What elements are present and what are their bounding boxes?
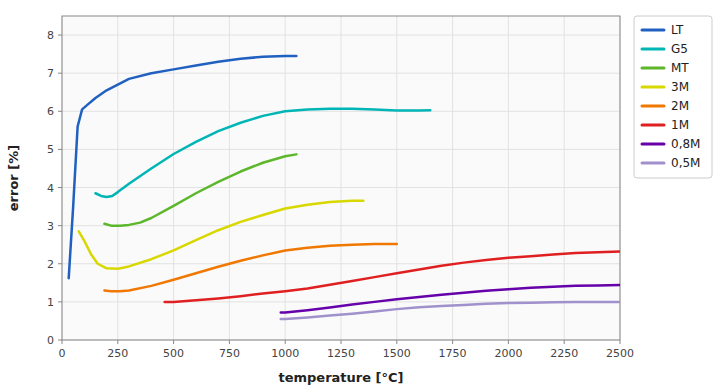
series-line bbox=[104, 244, 396, 291]
x-grid-line bbox=[452, 16, 453, 340]
x-tick-label: 0 bbox=[59, 347, 66, 360]
y-grid-line bbox=[62, 35, 620, 36]
y-grid-line bbox=[62, 187, 620, 188]
y-tick-label: 5 bbox=[47, 143, 54, 156]
series-lines bbox=[69, 56, 620, 319]
x-grid-line bbox=[396, 16, 397, 340]
legend-box bbox=[634, 16, 712, 178]
x-tick bbox=[173, 340, 174, 344]
legend-label: 3M bbox=[671, 80, 689, 94]
legend-swatch bbox=[642, 105, 664, 108]
x-grid-line bbox=[508, 16, 509, 340]
legend-swatch bbox=[642, 29, 664, 32]
y-tick bbox=[58, 35, 62, 36]
y-tick bbox=[58, 111, 62, 112]
x-tick-label: 1000 bbox=[271, 347, 299, 360]
y-tick bbox=[58, 301, 62, 302]
legend-label: 0,8M bbox=[671, 137, 700, 151]
x-tick bbox=[396, 340, 397, 344]
legend-swatch bbox=[642, 162, 664, 165]
x-tick bbox=[508, 340, 509, 344]
y-grid-line bbox=[62, 263, 620, 264]
plot-background bbox=[62, 16, 620, 340]
y-tick bbox=[58, 263, 62, 264]
legend-label: 2M bbox=[671, 99, 689, 113]
legend-swatch bbox=[642, 67, 664, 70]
legend-swatch bbox=[642, 86, 664, 89]
legend-swatch bbox=[642, 143, 664, 146]
series-line bbox=[165, 252, 620, 302]
y-tick bbox=[58, 73, 62, 74]
page: {"chart_data": { "type": "line", "xlabel… bbox=[0, 0, 720, 392]
y-grid-line bbox=[62, 149, 620, 150]
legend: LT G5 MT 3M 2M 1M 0,8M 0,5M bbox=[634, 16, 712, 178]
y-grid-line bbox=[62, 111, 620, 112]
series-line bbox=[95, 109, 430, 197]
legend-label: 0,5M bbox=[671, 156, 700, 170]
y-tick-label: 3 bbox=[47, 220, 54, 233]
grid bbox=[62, 16, 620, 340]
y-tick-label: 2 bbox=[47, 258, 54, 271]
y-tick bbox=[58, 225, 62, 226]
x-axis-ticks: 0 250 500 750 1000 1250 1500 1750 2000 2250 2500 bbox=[59, 340, 635, 360]
x-tick bbox=[620, 340, 621, 344]
legend-label: LT bbox=[671, 23, 684, 37]
series-line bbox=[281, 285, 620, 312]
chart-svg: 0 250 500 750 1000 1250 1500 1750 2000 2250 2500 0 1… bbox=[0, 0, 720, 392]
plot-frame bbox=[62, 16, 620, 340]
y-tick bbox=[58, 340, 62, 341]
x-tick-label: 2500 bbox=[606, 347, 634, 360]
y-tick-label: 4 bbox=[47, 182, 54, 195]
series-line bbox=[69, 56, 297, 278]
series-line bbox=[79, 201, 364, 269]
x-tick bbox=[117, 340, 118, 344]
legend-swatch bbox=[642, 124, 664, 127]
y-tick-label: 1 bbox=[47, 296, 54, 309]
chart-container: 0 250 500 750 1000 1250 1500 1750 2000 2250 2500 0 1… bbox=[0, 0, 720, 392]
x-tick-label: 250 bbox=[107, 347, 128, 360]
legend-label: G5 bbox=[671, 42, 688, 56]
x-tick-label: 1250 bbox=[327, 347, 355, 360]
x-tick-label: 750 bbox=[219, 347, 240, 360]
y-tick-label: 7 bbox=[47, 67, 54, 80]
x-tick-label: 500 bbox=[163, 347, 184, 360]
x-tick-label: 2250 bbox=[550, 347, 578, 360]
y-grid-line bbox=[62, 225, 620, 226]
x-tick bbox=[564, 340, 565, 344]
series-line bbox=[104, 154, 296, 225]
x-tick bbox=[452, 340, 453, 344]
x-tick bbox=[341, 340, 342, 344]
y-axis-ticks: 0 1 2 3 4 5 6 7 8 bbox=[47, 29, 62, 347]
y-tick-label: 8 bbox=[47, 29, 54, 42]
y-tick-label: 0 bbox=[47, 334, 54, 347]
x-tick bbox=[285, 340, 286, 344]
y-axis-label: error [%] bbox=[6, 145, 21, 211]
x-tick-label: 1500 bbox=[383, 347, 411, 360]
y-tick-label: 6 bbox=[47, 105, 54, 118]
legend-label: MT bbox=[671, 61, 689, 75]
legend-label: 1M bbox=[671, 118, 689, 132]
y-tick bbox=[58, 187, 62, 188]
x-tick-label: 1750 bbox=[439, 347, 467, 360]
series-line bbox=[281, 302, 620, 319]
y-tick bbox=[58, 149, 62, 150]
x-axis-label: temperature [°C] bbox=[278, 370, 403, 385]
x-grid-line bbox=[564, 16, 565, 340]
x-grid-line bbox=[341, 16, 342, 340]
x-tick bbox=[229, 340, 230, 344]
x-tick-label: 2000 bbox=[494, 347, 522, 360]
x-tick bbox=[62, 340, 63, 344]
x-grid-line bbox=[173, 16, 174, 340]
legend-swatch bbox=[642, 48, 664, 51]
